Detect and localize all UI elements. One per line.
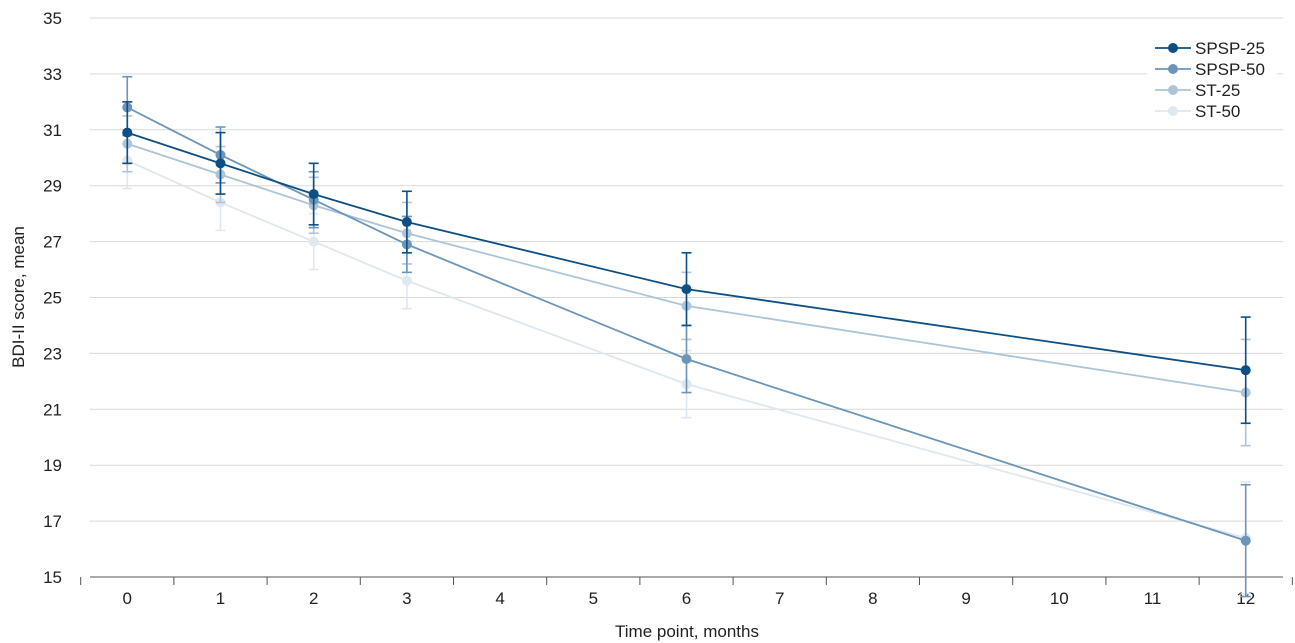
y-tick-label: 17: [43, 512, 62, 531]
data-point: [1240, 535, 1251, 546]
legend-swatch-marker: [1168, 106, 1178, 116]
x-tick-label: 3: [402, 589, 411, 608]
y-tick-label: 31: [43, 121, 62, 140]
x-tick-label: 9: [961, 589, 970, 608]
legend-box: [1147, 30, 1277, 122]
x-tick-label: 1: [216, 589, 225, 608]
series-line: [126, 106, 1246, 542]
y-tick-label: 15: [43, 568, 62, 587]
x-tick-label: 2: [309, 589, 318, 608]
y-tick-label: 33: [43, 65, 62, 84]
legend-swatch-marker: [1168, 85, 1178, 95]
data-point: [401, 275, 412, 286]
legend-label: ST-25: [1195, 81, 1240, 100]
legend-swatch-marker: [1168, 43, 1178, 53]
legend-swatch-marker: [1168, 64, 1178, 74]
legend-label: ST-50: [1195, 102, 1240, 121]
series-line: [126, 142, 1246, 394]
series-SPSP-25: [122, 101, 1251, 425]
x-tick-label: 0: [123, 589, 132, 608]
legend: SPSP-25 SPSP-50 ST-25 ST-50: [1147, 30, 1277, 122]
x-tick-label: 10: [1050, 589, 1069, 608]
data-point: [122, 127, 133, 138]
y-tick-label: 29: [43, 177, 62, 196]
series-group: [122, 75, 1251, 598]
x-axis-title: Time point, months: [615, 622, 759, 641]
data-point: [308, 189, 319, 200]
data-point: [215, 158, 226, 169]
x-tick-label: 7: [775, 589, 784, 608]
x-tick-label: 11: [1144, 589, 1162, 608]
y-tick-label: 35: [43, 9, 62, 28]
data-point: [401, 217, 412, 228]
data-point: [1240, 365, 1251, 376]
y-tick-label: 19: [43, 456, 62, 475]
y-axis-title: BDI-II score, mean: [9, 226, 28, 368]
x-tick-label: 5: [589, 589, 598, 608]
y-tick-label: 27: [43, 233, 62, 252]
y-tick-label: 23: [43, 344, 62, 363]
data-point: [308, 236, 319, 247]
x-tick-label: 6: [682, 589, 691, 608]
data-point: [681, 284, 692, 295]
x-tick-label: 8: [868, 589, 877, 608]
series-line: [126, 159, 1246, 539]
series-SPSP-50: [122, 75, 1251, 598]
y-tick-label: 21: [43, 400, 62, 419]
legend-label: SPSP-50: [1195, 60, 1265, 79]
data-point: [681, 353, 692, 364]
x-tick-label: 4: [495, 589, 504, 608]
y-tick-label: 25: [43, 289, 62, 308]
legend-label: SPSP-25: [1195, 39, 1265, 58]
series-line: [126, 131, 1246, 372]
